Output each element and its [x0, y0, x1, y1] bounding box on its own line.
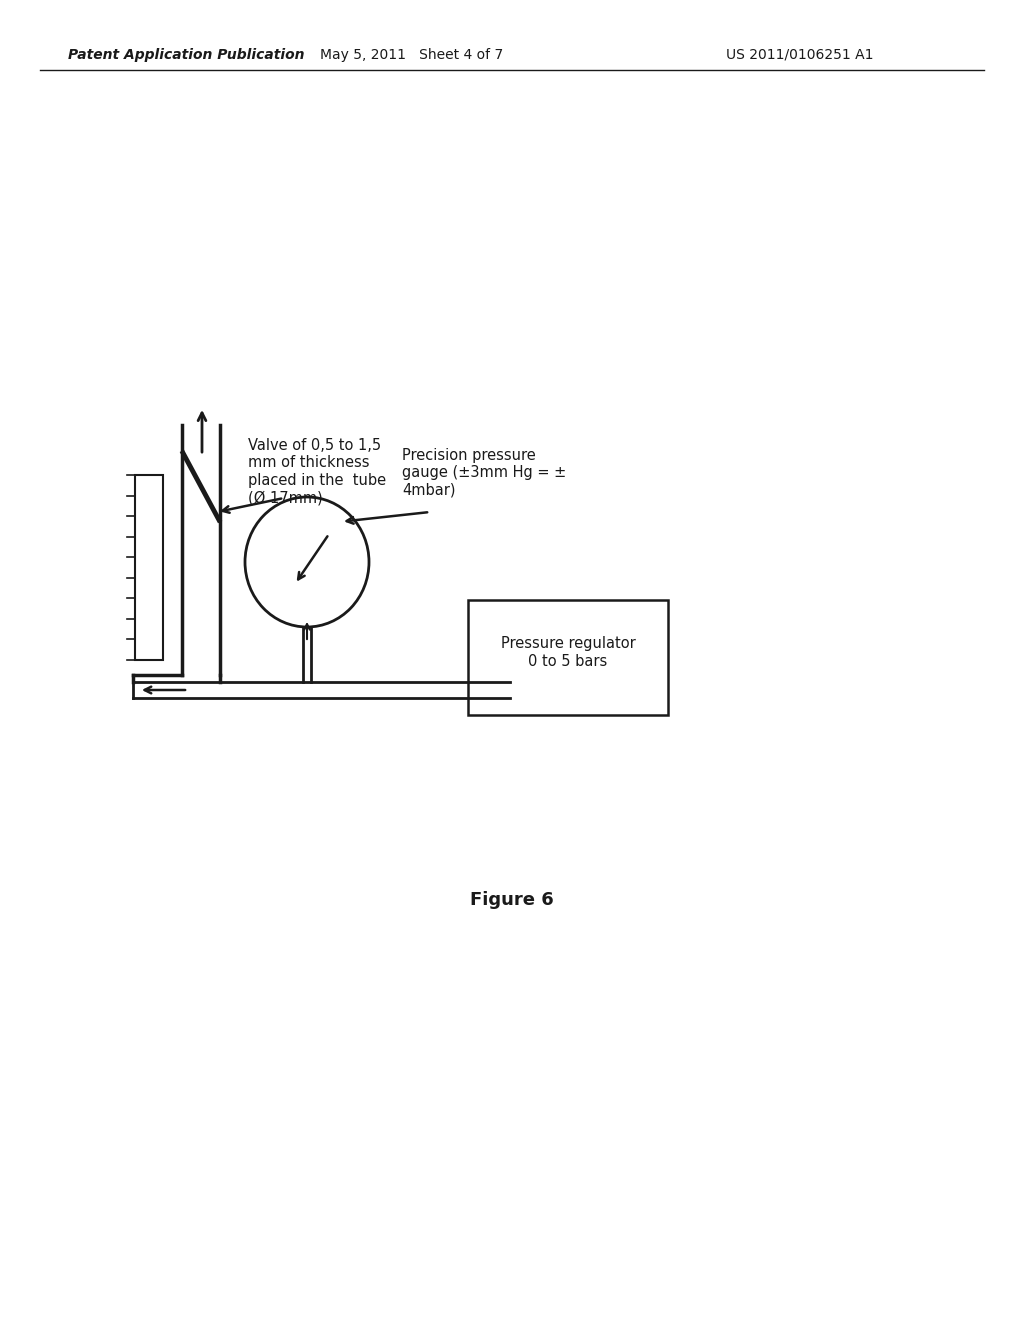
Text: Figure 6: Figure 6 [470, 891, 554, 909]
Text: US 2011/0106251 A1: US 2011/0106251 A1 [726, 48, 873, 62]
Text: Precision pressure
gauge (±3mm Hg = ±
4mbar): Precision pressure gauge (±3mm Hg = ± 4m… [402, 447, 566, 498]
Text: May 5, 2011   Sheet 4 of 7: May 5, 2011 Sheet 4 of 7 [321, 48, 504, 62]
Ellipse shape [245, 498, 369, 627]
Text: Pressure regulator
0 to 5 bars: Pressure regulator 0 to 5 bars [501, 636, 635, 669]
Text: Valve of 0,5 to 1,5
mm of thickness
placed in the  tube
(Ø 17mm): Valve of 0,5 to 1,5 mm of thickness plac… [248, 438, 386, 506]
Bar [468, 601, 668, 715]
Text: Patent Application Publication: Patent Application Publication [68, 48, 304, 62]
Bar [135, 475, 163, 660]
